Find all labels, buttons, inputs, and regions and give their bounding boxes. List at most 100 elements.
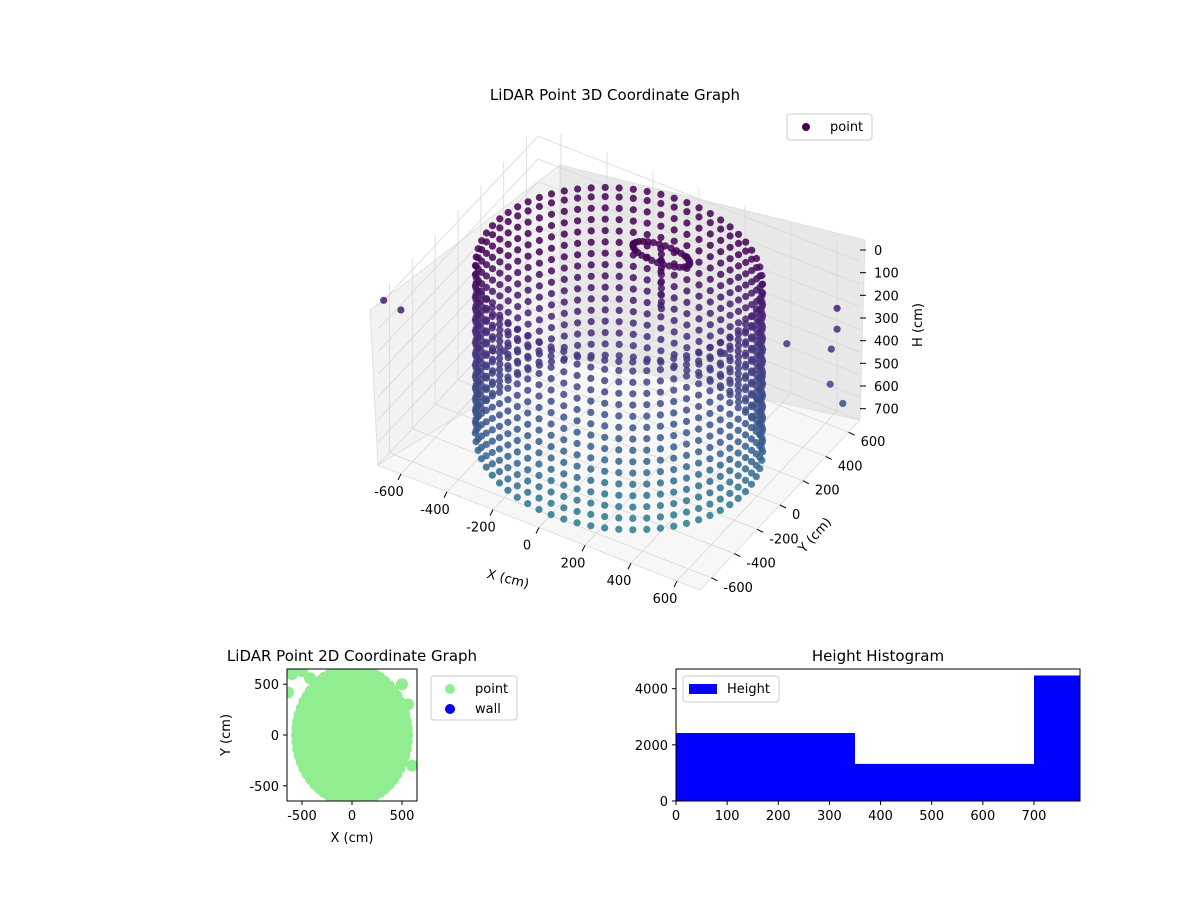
point-3d [524,218,532,226]
point-3d [524,386,532,394]
point-3d [670,354,678,363]
x-tick-label-hist: 500 [919,809,944,824]
point-3d [741,329,750,337]
point-3d [513,380,521,388]
point-3d [726,255,734,263]
point-3d [601,399,609,407]
y-tick-mark-3d [734,553,741,558]
point-3d [513,403,521,411]
point-3d [560,492,568,500]
point-3d [547,278,556,286]
point-3d [574,285,582,293]
point-3d [547,312,556,320]
point-3d [504,308,512,316]
point-3d [601,204,609,212]
point-3d [573,428,581,436]
point-3d [601,356,609,364]
point-3d [560,275,568,283]
point-3d [742,304,750,312]
point-3d [717,270,725,278]
point-3d [547,244,556,252]
point-3d [547,510,555,519]
point-2d [400,735,413,748]
point-3d [615,469,623,477]
ticks-2d: -500 0 500 -500 0 500 [249,678,414,824]
point-3d [615,457,623,465]
x-tick-label-2d: 0 [348,809,356,824]
point-3d [547,210,556,218]
point-3d [615,340,623,348]
point-3d [488,437,496,445]
point-3d [488,276,497,284]
point-3d [656,356,665,365]
y-tick-mark-3d [848,431,855,436]
point-3d [742,270,750,278]
point-3d [695,391,703,399]
point-2d [287,686,294,699]
point-3d [734,327,742,335]
point-3d [726,333,734,341]
point-3d [514,246,522,254]
point-3d [524,275,532,283]
point-3d [504,384,512,392]
point-3d [643,310,651,318]
point-3d [615,401,623,409]
point-3d [573,485,581,493]
point-3d [657,324,665,332]
point-3d [670,420,678,428]
point-3d [513,425,521,433]
point-3d [587,408,595,416]
point-3d [587,184,595,192]
point-3d [716,506,724,514]
point-3d [504,418,512,426]
histogram-bars [676,675,1080,801]
x-tick-label-hist: 0 [672,809,680,824]
point-3d [682,519,691,528]
point-3d [758,288,766,297]
point-3d [629,390,637,398]
point-3d [496,292,504,300]
point-3d [741,386,750,394]
point-3d [560,413,568,421]
point-3d [615,446,623,454]
point-3d [629,435,637,443]
point-3d [482,361,490,369]
point-3d [504,274,512,282]
point-3d [643,491,651,499]
point-3d [695,504,703,513]
point-3d [504,486,512,494]
point-3d [488,414,496,423]
point-3d [560,356,568,364]
point-3d [495,456,504,464]
y-tick-label-3d: 400 [838,459,863,474]
point-3d [495,388,504,396]
point-3d [741,465,750,473]
point-3d [496,360,504,368]
point-3d [759,280,767,288]
point-3d [547,443,555,451]
point-3d [524,477,532,485]
point-3d [742,247,750,255]
point-3d [758,271,766,280]
point-3d [726,342,734,350]
point-3d [535,214,544,222]
point-3d [587,465,595,473]
point-3d [670,488,678,496]
point-3d [706,353,714,361]
point-3d [615,514,623,522]
point-3d [601,479,609,487]
point-3d [695,482,703,490]
point-3d [670,375,678,383]
point-3d [747,333,756,341]
point-3d [524,488,532,496]
point-3d [657,291,666,299]
point-3d [547,454,555,462]
point-3d [706,241,714,249]
point-3d [682,497,691,505]
point-3d [504,407,512,415]
point-3d [524,420,532,428]
point-3d [656,377,665,385]
point-3d [682,406,691,414]
point-3d [488,242,497,250]
point-3d [741,363,750,371]
